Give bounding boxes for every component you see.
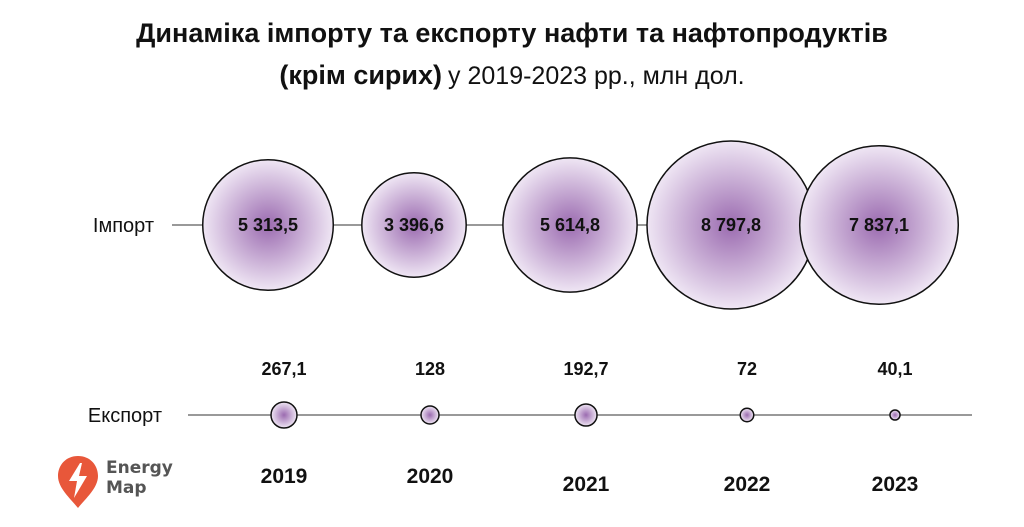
import-value-label: 3 396,6 xyxy=(384,215,444,235)
chart-title: Динаміка імпорту та експорту нафти та на… xyxy=(136,18,888,48)
import-value-label: 5 313,5 xyxy=(238,215,298,235)
subtitle-bold: (крім сирих) xyxy=(279,60,443,90)
export-value-label: 128 xyxy=(415,359,445,379)
year-label: 2019 xyxy=(261,465,308,488)
year-label: 2023 xyxy=(872,473,919,496)
import-series-label: Імпорт xyxy=(93,215,154,237)
import-bubble xyxy=(361,172,467,278)
import-value-label: 8 797,8 xyxy=(701,215,761,235)
export-value-label: 192,7 xyxy=(563,359,608,379)
year-label: 2020 xyxy=(407,465,454,488)
energy-map-logo: Energy Map xyxy=(56,454,196,510)
chart-subtitle: (крім сирих) у 2019-2023 рр., млн дол. xyxy=(0,60,1024,91)
import-value-label: 5 614,8 xyxy=(540,215,600,235)
export-value-label: 267,1 xyxy=(261,359,306,379)
import-bubble xyxy=(502,157,638,293)
logo-text-line1: Energy xyxy=(106,458,173,478)
logo-pin-icon xyxy=(58,456,98,508)
export-series-label: Експорт xyxy=(88,405,162,427)
export-bubble xyxy=(574,403,598,427)
subtitle-normal: у 2019-2023 рр., млн дол. xyxy=(448,62,745,90)
export-bubble xyxy=(420,405,440,425)
year-label: 2022 xyxy=(724,473,771,496)
import-value-label: 7 837,1 xyxy=(849,215,909,235)
export-value-label: 72 xyxy=(737,359,757,379)
import-bubble xyxy=(798,144,960,306)
export-value-label: 40,1 xyxy=(877,359,912,379)
export-bubble xyxy=(739,407,755,423)
export-bubble xyxy=(270,401,298,429)
import-bubble xyxy=(201,158,335,292)
year-label: 2021 xyxy=(563,473,610,496)
logo-text-line2: Map xyxy=(106,478,147,498)
export-bubble xyxy=(889,409,901,421)
